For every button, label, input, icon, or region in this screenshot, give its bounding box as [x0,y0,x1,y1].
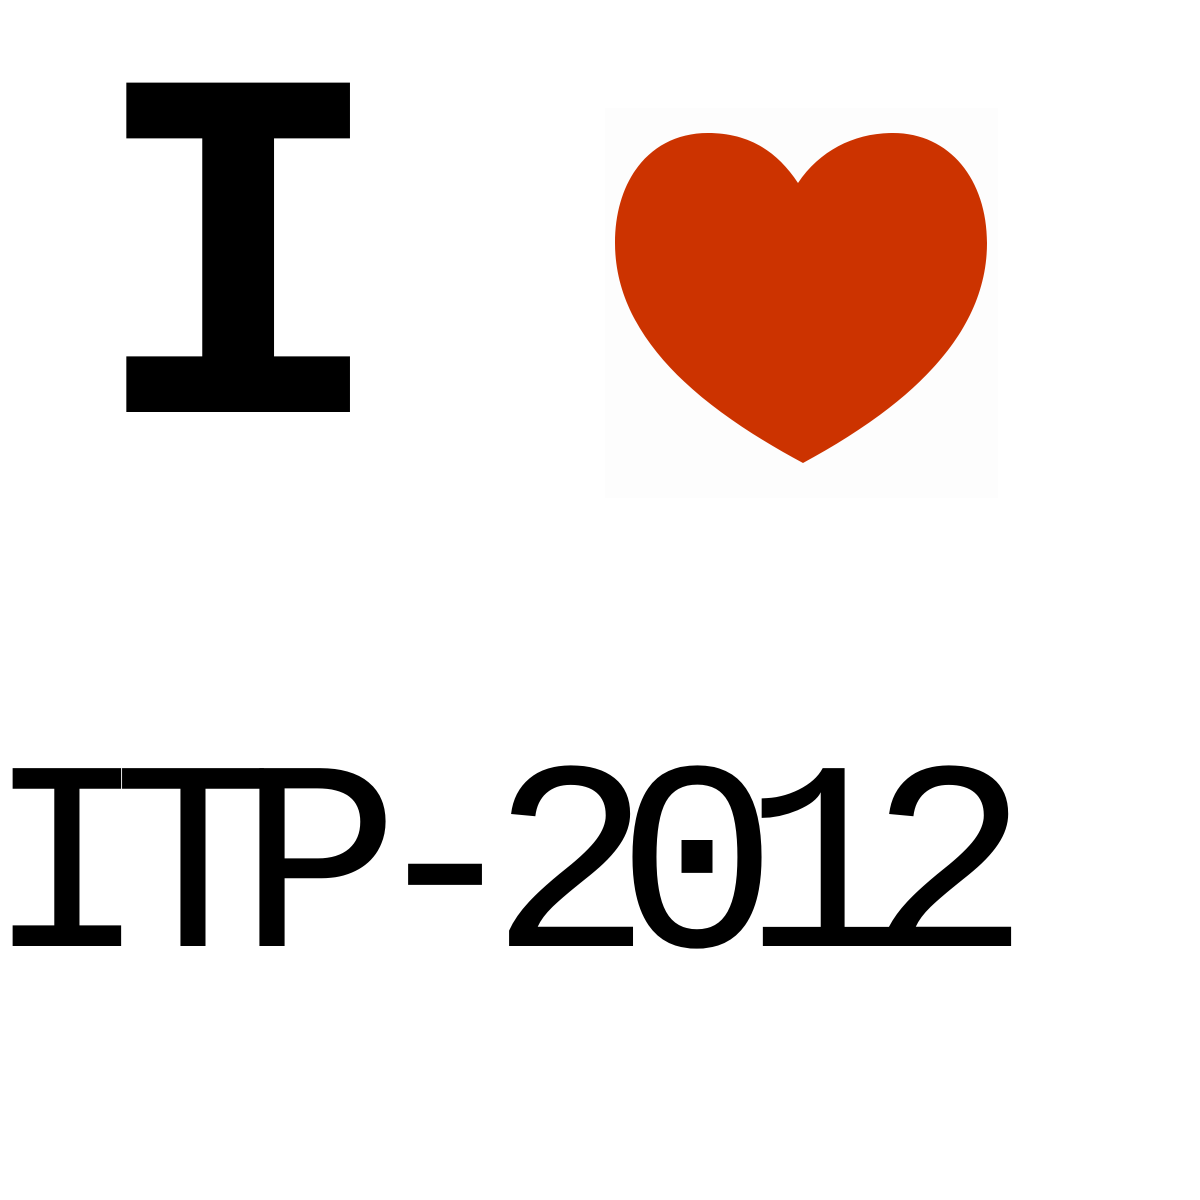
heart-shape [615,133,987,463]
top-word-i: I [88,0,389,563]
bottom-line-itp-2012: ITP-2012 [0,722,1030,1028]
heart-panel [605,108,998,498]
heart-icon [615,133,987,463]
